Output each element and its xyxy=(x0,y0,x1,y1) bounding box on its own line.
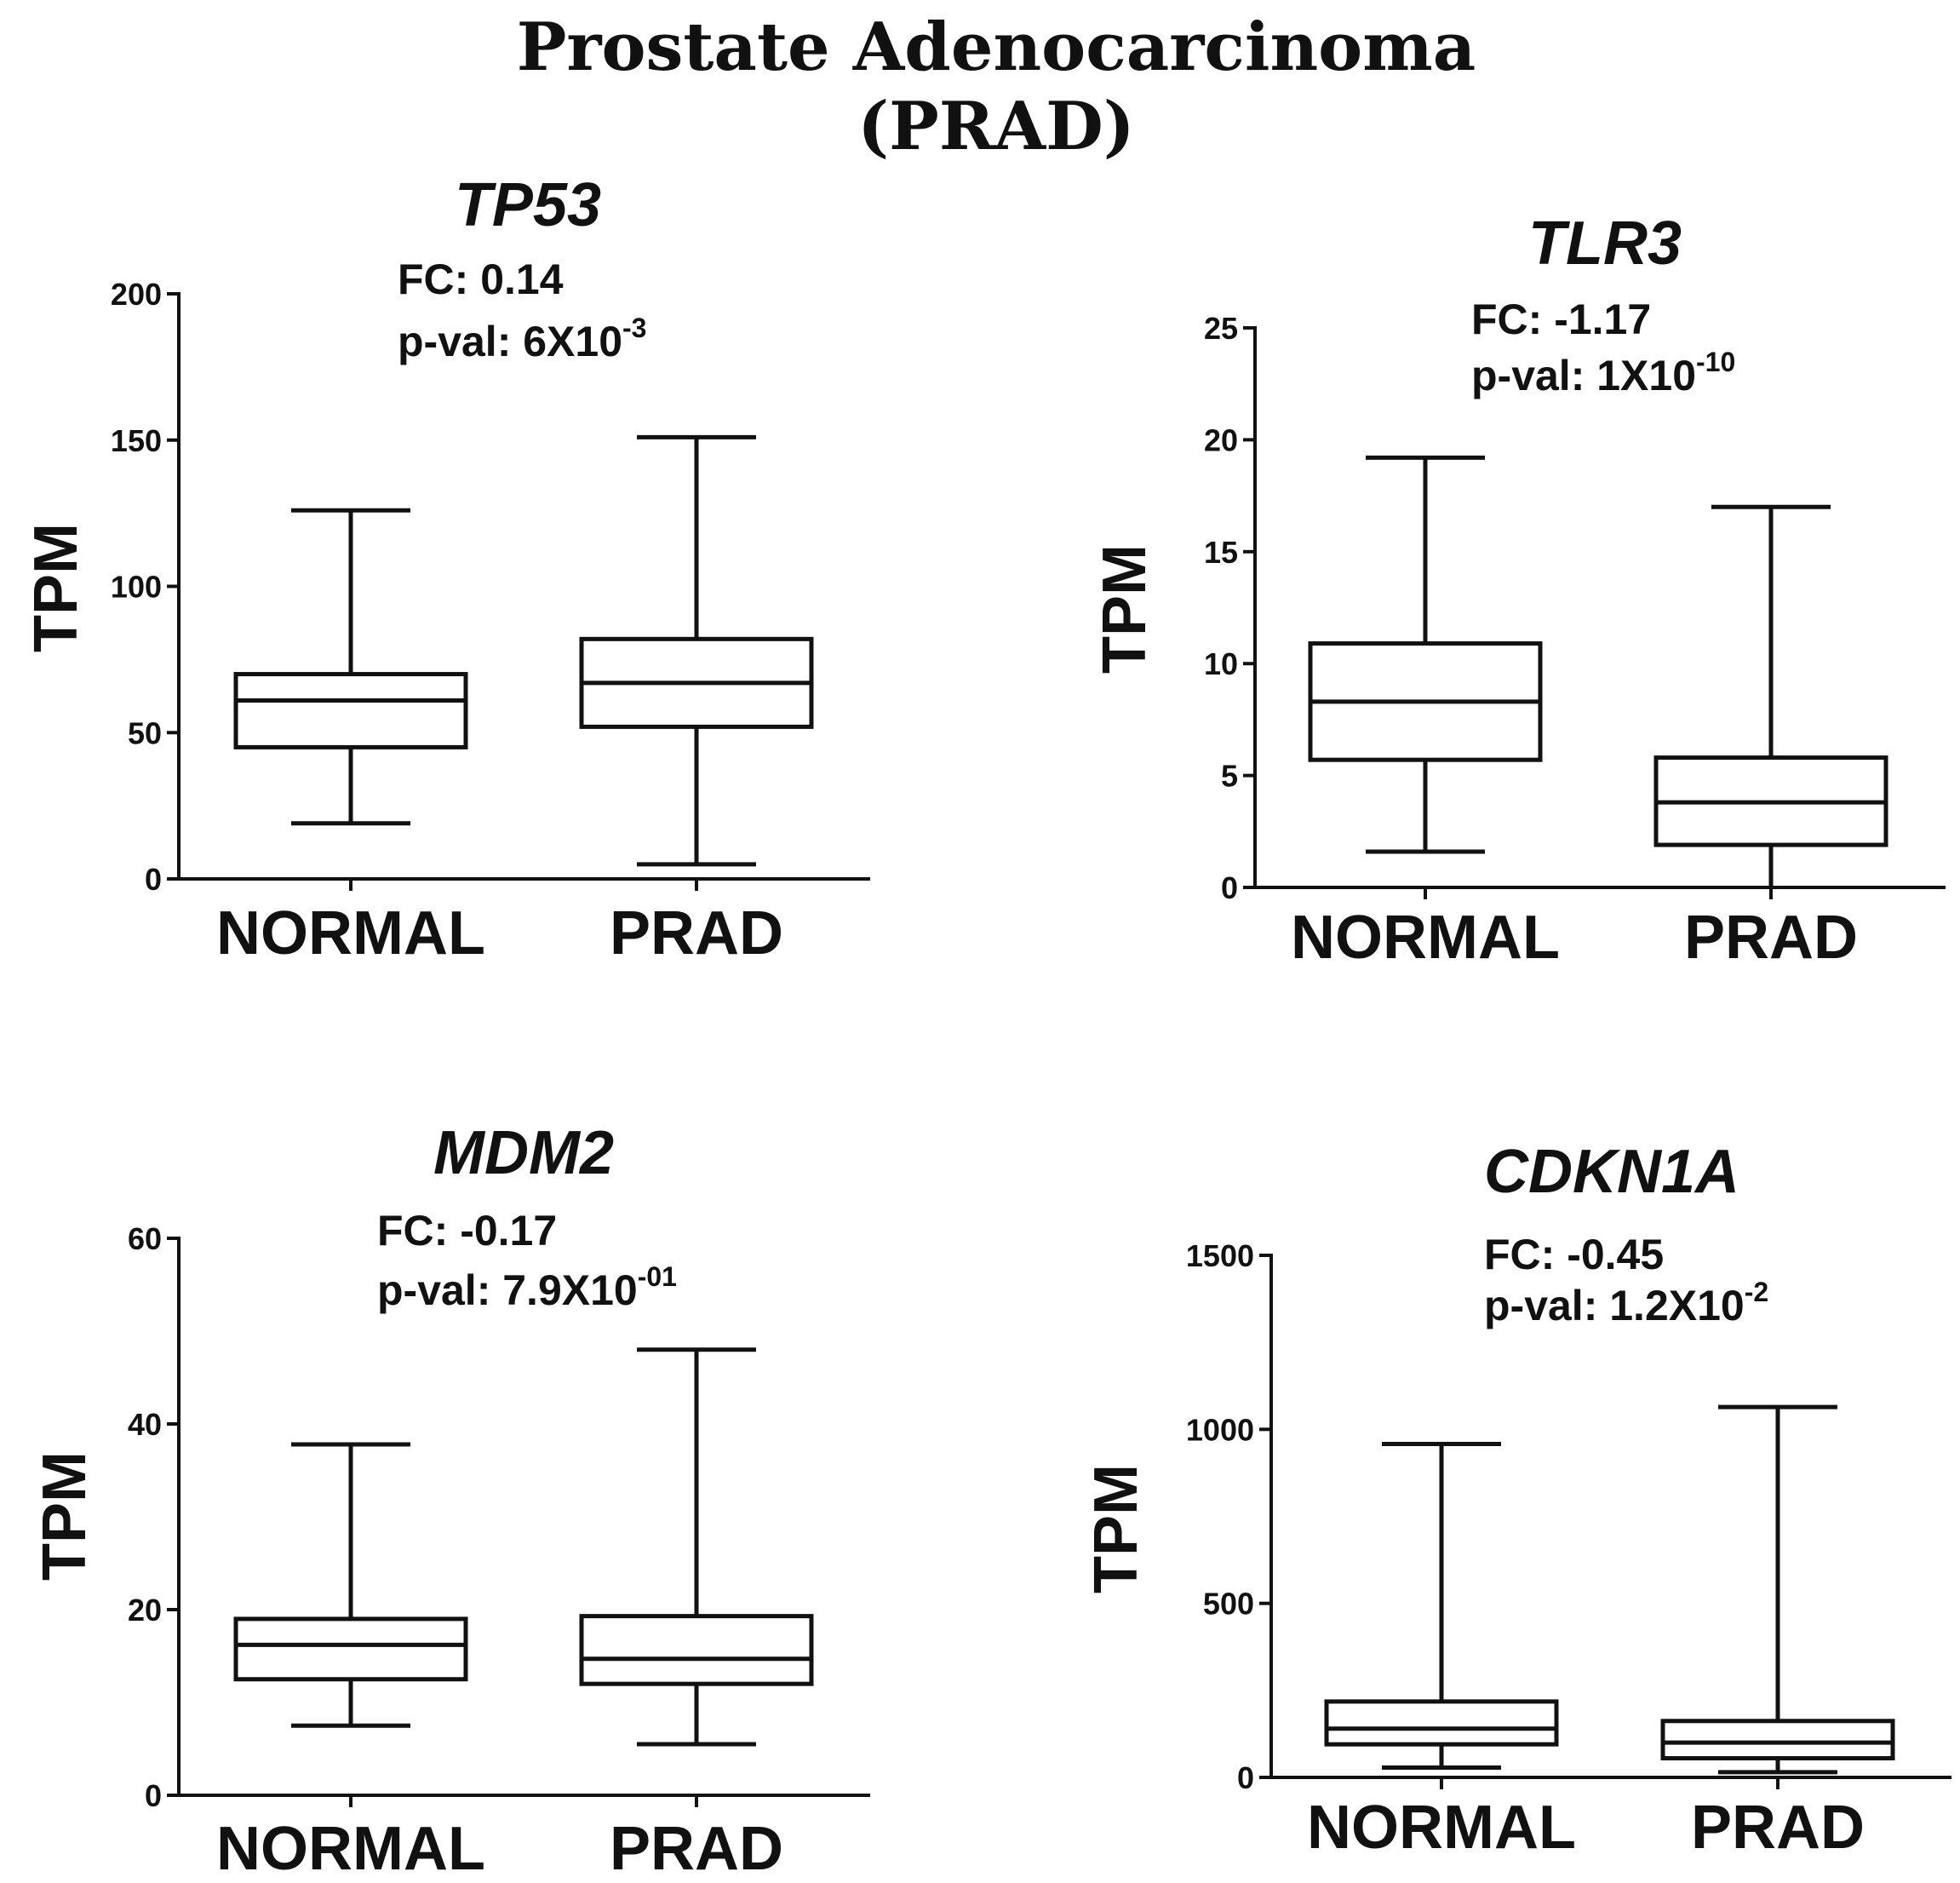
y-tick-label: 25 xyxy=(1204,311,1238,346)
y-tick-label: 0 xyxy=(145,862,162,897)
pval-label: p-val: 6X10-3 xyxy=(398,313,646,365)
y-tick-label: 1000 xyxy=(1186,1412,1254,1447)
fc-label: FC: 0.14 xyxy=(398,255,564,303)
y-tick-label: 5 xyxy=(1221,759,1238,794)
y-tick-label: 500 xyxy=(1203,1587,1254,1622)
chart-title: MDM2 xyxy=(433,1119,614,1187)
y-tick-label: 0 xyxy=(145,1778,162,1813)
y-tick-label: 0 xyxy=(1221,870,1238,905)
y-tick-label: 1500 xyxy=(1186,1238,1254,1273)
y-tick-label: 100 xyxy=(111,570,162,605)
chart-panel-tp53: TP53 FC: 0.14 p-val: 6X10-3 TPM 0 50 100 150 200… xyxy=(22,171,870,967)
x-tick-label-normal: NORMAL xyxy=(216,899,485,967)
x-tick-label-prad: PRAD xyxy=(1691,1794,1865,1862)
pval-label: p-val: 1.2X10-2 xyxy=(1484,1277,1768,1329)
x-tick-label-prad: PRAD xyxy=(610,899,783,967)
x-tick-label-prad: PRAD xyxy=(610,1815,783,1883)
box-prad xyxy=(1660,1404,1895,1775)
x-tick-label-normal: NORMAL xyxy=(1307,1794,1576,1862)
box-normal xyxy=(1324,1441,1559,1771)
y-tick-label: 60 xyxy=(128,1221,162,1256)
box-normal xyxy=(233,508,468,826)
y-tick-label: 10 xyxy=(1204,646,1238,681)
pval-exponent: -01 xyxy=(638,1261,677,1292)
y-tick-label: 40 xyxy=(128,1407,162,1442)
pval-base: p-val: 6X10 xyxy=(398,318,622,365)
box-normal xyxy=(233,1442,468,1728)
pval-exponent: -10 xyxy=(1696,347,1735,377)
y-axis-label: TPM xyxy=(1082,1464,1150,1593)
pval-label: p-val: 1X10-10 xyxy=(1471,347,1735,399)
y-tick-label: 20 xyxy=(1204,422,1238,457)
pval-exponent: -3 xyxy=(622,313,646,343)
pval-exponent: -2 xyxy=(1745,1277,1768,1307)
y-tick-label: 200 xyxy=(111,277,162,312)
y-tick-label: 0 xyxy=(1237,1760,1254,1795)
x-tick-label-normal: NORMAL xyxy=(216,1815,485,1883)
figure-title-line1: Prostate Adenocarcinoma xyxy=(517,9,1476,86)
iqr-box xyxy=(1660,1719,1895,1761)
chart-panel-mdm2: MDM2 FC: -0.17 p-val: 7.9X10-01 TPM 0 20 40 60 N… xyxy=(31,1119,870,1883)
box-prad xyxy=(1653,504,1888,887)
fc-label: FC: -0.45 xyxy=(1484,1231,1664,1278)
x-tick-label-prad: PRAD xyxy=(1684,904,1858,972)
y-axis-label: TPM xyxy=(1091,544,1159,674)
y-tick-label: 20 xyxy=(128,1593,162,1628)
iqr-box xyxy=(233,672,468,749)
pval-label: p-val: 7.9X10-01 xyxy=(377,1261,677,1314)
iqr-box xyxy=(1324,1699,1559,1747)
fc-label: FC: -1.17 xyxy=(1471,296,1651,343)
iqr-box xyxy=(233,1616,468,1682)
y-tick-label: 50 xyxy=(128,715,162,750)
iqr-box xyxy=(579,1614,814,1686)
fc-label: FC: -0.17 xyxy=(377,1207,557,1254)
chart-title: CDKN1A xyxy=(1484,1138,1739,1206)
chart-title: TP53 xyxy=(455,171,601,239)
y-axis-label: TPM xyxy=(22,523,90,652)
y-axis-label: TPM xyxy=(31,1451,99,1581)
box-prad xyxy=(579,1347,814,1747)
y-tick-label: 15 xyxy=(1204,535,1238,570)
figure-title-line2: (PRAD) xyxy=(857,88,1134,165)
chart-panel-cdkn1a: CDKN1A FC: -0.45p-val: 1.2X10-2 TPM 0 500 100… xyxy=(1082,1138,1951,1862)
pval-base: p-val: 1X10 xyxy=(1471,352,1696,399)
pval-base: p-val: 1.2X10 xyxy=(1484,1282,1745,1329)
box-prad xyxy=(579,434,814,867)
box-normal xyxy=(1308,455,1543,854)
y-tick-label: 150 xyxy=(111,423,162,458)
pval-base: p-val: 7.9X10 xyxy=(377,1266,638,1314)
chart-title: TLR3 xyxy=(1528,210,1682,278)
x-tick-label-normal: NORMAL xyxy=(1291,904,1560,972)
